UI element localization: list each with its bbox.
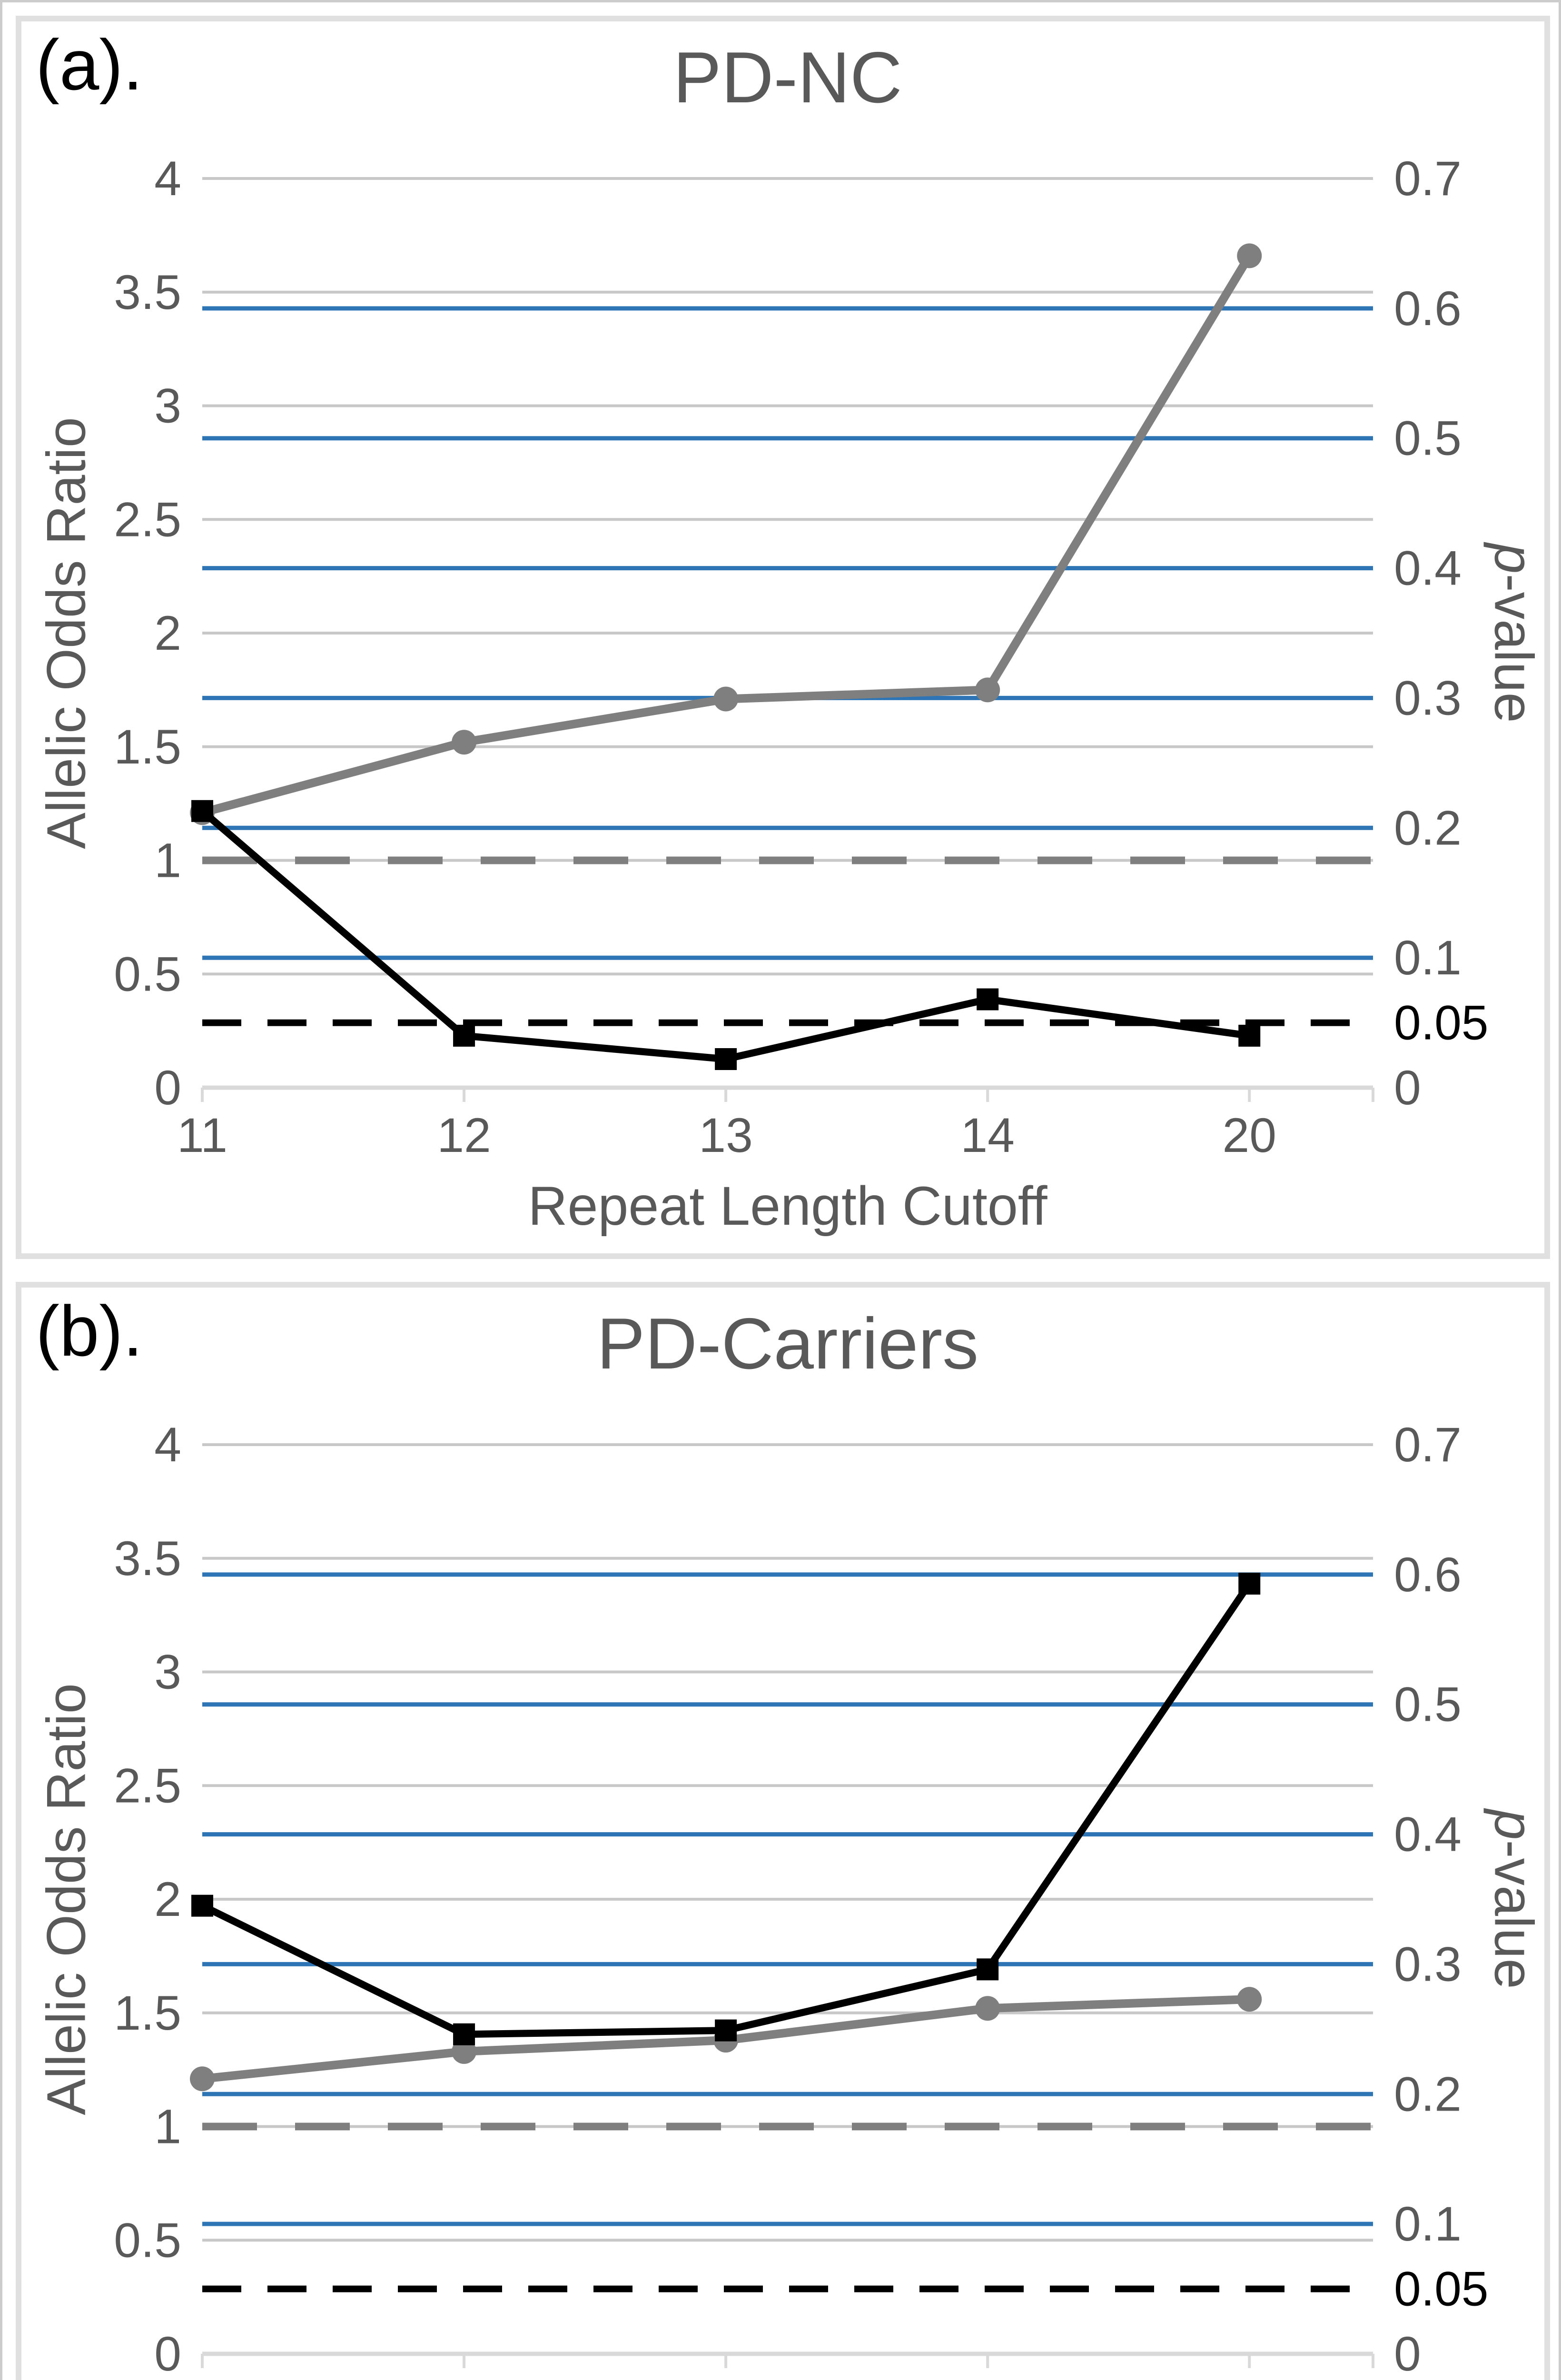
marker-allelic-odds-ratio <box>975 677 1000 703</box>
panel-a-title: PD-NC <box>673 37 902 118</box>
right-axis-tick-label: 0.4 <box>1394 541 1462 595</box>
left-axis-tick-label: 2 <box>154 1872 181 1926</box>
marker-p-value <box>977 988 999 1011</box>
x-axis-tick-label: 13 <box>699 1108 752 1162</box>
p-italic: p <box>1483 543 1544 574</box>
right-axis-tick-label: 0.6 <box>1394 1547 1462 1602</box>
left-axis-tick-label: 1.5 <box>114 720 181 774</box>
marker-p-value <box>191 1894 213 1917</box>
marker-p-value <box>715 1048 737 1070</box>
marker-p-value <box>453 1024 475 1047</box>
right-axis-tick-label: 0.2 <box>1394 801 1462 855</box>
right-axis-tick-label: 0.6 <box>1394 281 1462 336</box>
panel-a-x-axis-title: Repeat Length Cutoff <box>528 1176 1047 1237</box>
panel-b-title: PD-Carriers <box>596 1303 979 1384</box>
panel-b: 0 0.5 1 1.5 2 2.5 3 3.5 4 0 0.05 0.1 0.2 0.3 0.4 0.5 0.6… <box>16 1282 1550 2380</box>
left-axis-tick-label: 2.5 <box>114 1758 181 1813</box>
right-axis-tick-label: 0.05 <box>1394 996 1489 1050</box>
x-axis-tick-label: 12 <box>437 2374 491 2380</box>
right-axis-tick-label: 0.5 <box>1394 411 1462 466</box>
series-line-p-value <box>198 1580 1253 2038</box>
left-axis-tick-label: 1.5 <box>114 1986 181 2040</box>
panel-a-inner: 0 0.5 1 1.5 2 2.5 3 3.5 4 0 0.05 0.1 0.2 0.3 0.4 0.5 0.6… <box>21 21 1544 1253</box>
panel-a: 0 0.5 1 1.5 2 2.5 3 3.5 4 0 0.05 0.1 0.2 0.3 0.4 0.5 0.6… <box>16 16 1550 1259</box>
panel-b-right-axis-title: p-value <box>1483 1809 1544 1989</box>
left-axis-tick-label: 0.5 <box>114 2213 181 2267</box>
series-line-allelic-odds-ratio <box>198 251 1254 817</box>
x-axis-tick-label: 12 <box>437 1108 491 1162</box>
x-axis-tick-label: 20 <box>1222 2374 1276 2380</box>
left-axis-tick-label: 3.5 <box>114 265 181 319</box>
right-axis-tick-label: 0.5 <box>1394 1677 1462 1732</box>
x-axis-tick-label: 11 <box>177 2374 227 2380</box>
panel-a-left-axis-title: Allelic Odds Ratio <box>36 417 97 849</box>
x-axis-tick-label: 14 <box>960 1108 1014 1162</box>
panel-a-right-axis-title: p-value <box>1483 543 1544 723</box>
marker-allelic-odds-ratio <box>713 686 739 712</box>
right-axis-tick-label: 0.4 <box>1394 1807 1462 1862</box>
x-axis-tick-label: 20 <box>1222 1108 1276 1162</box>
marker-allelic-odds-ratio <box>1237 243 1262 268</box>
panel-b-inner: 0 0.5 1 1.5 2 2.5 3 3.5 4 0 0.05 0.1 0.2 0.3 0.4 0.5 0.6… <box>21 1288 1544 2380</box>
right-axis-tick-label: 0.2 <box>1394 2067 1462 2121</box>
p-italic: p <box>1483 1809 1544 1840</box>
panel-a-label: (a). <box>36 25 143 105</box>
marker-p-value <box>1238 1024 1261 1047</box>
marker-p-value <box>1238 1572 1261 1595</box>
left-axis-tick-label: 1 <box>154 2100 181 2154</box>
marker-allelic-odds-ratio <box>975 1996 1000 2021</box>
right-axis-tick-label: 0 <box>1394 2327 1421 2380</box>
marker-p-value <box>191 800 213 822</box>
right-axis-tick-label: 0.1 <box>1394 2197 1462 2251</box>
x-axis-tick-label: 14 <box>960 2374 1014 2380</box>
right-axis-tick-label: 0.1 <box>1394 931 1462 985</box>
p-rest: -value <box>1483 574 1544 723</box>
marker-p-value <box>453 2023 475 2045</box>
marker-p-value <box>715 2019 737 2042</box>
left-axis-tick-label: 4 <box>154 151 181 206</box>
left-axis-tick-label: 3 <box>154 379 181 433</box>
marker-allelic-odds-ratio <box>452 730 477 755</box>
left-axis-tick-label: 0 <box>154 2327 181 2380</box>
marker-allelic-odds-ratio <box>190 2066 215 2092</box>
x-axis-tick-label: 13 <box>699 2374 752 2380</box>
left-axis-tick-label: 3 <box>154 1645 181 1699</box>
left-axis-tick-label: 2.5 <box>114 492 181 546</box>
right-axis-tick-label: 0.3 <box>1394 1937 1462 1991</box>
right-axis-tick-label: 0.05 <box>1394 2262 1489 2316</box>
marker-allelic-odds-ratio <box>452 2039 477 2064</box>
left-axis-tick-label: 1 <box>154 833 181 888</box>
panel-b-label: (b). <box>36 1291 143 1371</box>
right-axis-tick-label: 0 <box>1394 1061 1421 1115</box>
marker-allelic-odds-ratio <box>1237 1987 1262 2012</box>
left-axis-tick-label: 3.5 <box>114 1531 181 1586</box>
panel-a-plot: 0 0.5 1 1.5 2 2.5 3 3.5 4 0 0.05 0.1 0.2 0.3 0.4 0.5 0.6… <box>114 151 1489 1162</box>
left-axis-tick-label: 4 <box>154 1418 181 1472</box>
left-axis-tick-label: 0 <box>154 1061 181 1115</box>
left-axis-tick-label: 2 <box>154 606 181 660</box>
panel-b-plot: 0 0.5 1 1.5 2 2.5 3 3.5 4 0 0.05 0.1 0.2 0.3 0.4 0.5 0.6… <box>114 1418 1489 2380</box>
p-rest: -value <box>1483 1840 1544 1989</box>
left-axis-tick-label: 0.5 <box>114 947 181 1001</box>
marker-p-value <box>977 1958 999 1981</box>
right-axis-tick-label: 0.3 <box>1394 671 1462 725</box>
x-axis-tick-label: 11 <box>177 1108 227 1162</box>
panel-b-left-axis-title: Allelic Odds Ratio <box>36 1683 97 2115</box>
right-axis-tick-label: 0.7 <box>1394 151 1462 206</box>
right-axis-tick-label: 0.7 <box>1394 1418 1462 1472</box>
